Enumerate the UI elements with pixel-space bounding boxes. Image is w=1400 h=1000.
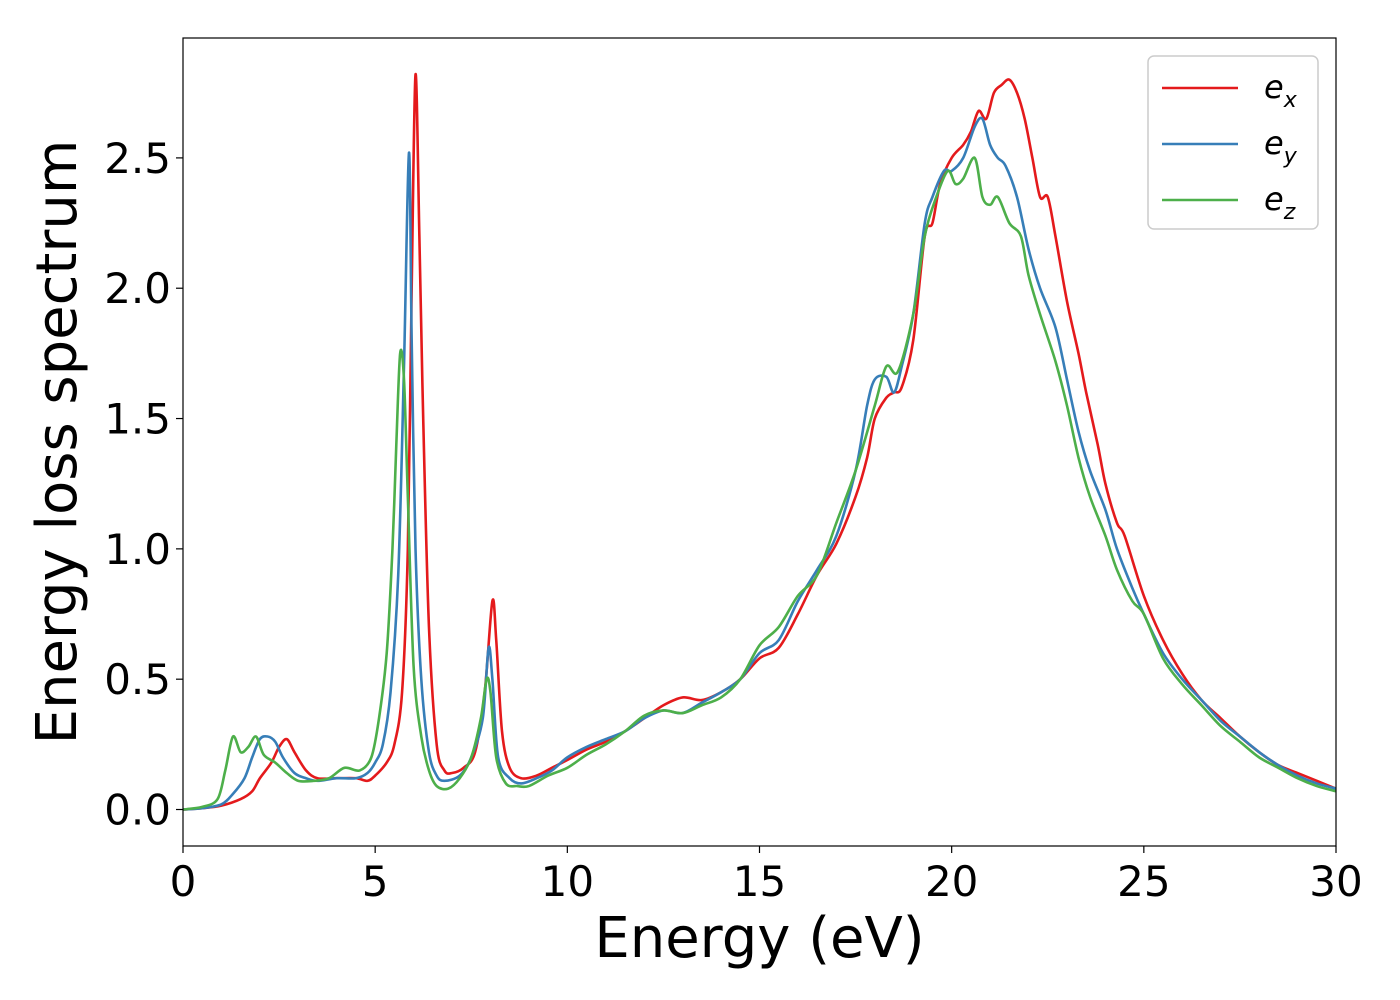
series-line-z [183,156,1336,811]
x-tick-label: 30 [1309,857,1362,906]
legend-label-subscript: x [1283,88,1298,113]
legend-label-x: ex [1264,68,1298,113]
y-tick-label: 1.5 [104,395,171,444]
y-axis-label: Energy loss spectrum [25,140,90,745]
series-line-x [183,73,1336,811]
series-layer [183,73,1336,811]
y-tick-label: 2.5 [104,134,171,183]
legend-label-subscript: y [1283,144,1298,169]
x-tick-label: 5 [362,857,389,906]
x-axis-label: Energy (eV) [594,906,924,971]
y-tick-label: 1.0 [104,525,171,574]
legend-label-base: e [1264,180,1284,218]
x-tick-label: 0 [170,857,197,906]
y-tick-label: 0.0 [104,786,171,835]
x-tick-label: 15 [733,857,786,906]
y-tick-label: 0.5 [104,655,171,704]
x-tick-label: 10 [541,857,594,906]
legend-label-base: e [1264,124,1284,162]
legend-label-base: e [1264,68,1284,106]
legend-box [1147,55,1319,230]
y-tick-label: 2.0 [104,264,171,313]
x-tick-label: 25 [1117,857,1170,906]
ticks-layer: 0 5 10 15 20 25 30 0.0 0.5 1.0 1.5 2.0 2.5 [104,134,1363,906]
x-tick-label: 20 [925,857,978,906]
legend-label-subscript: z [1283,200,1296,225]
legend-label-z: ez [1264,180,1296,225]
legend-label-y: ey [1264,124,1298,169]
